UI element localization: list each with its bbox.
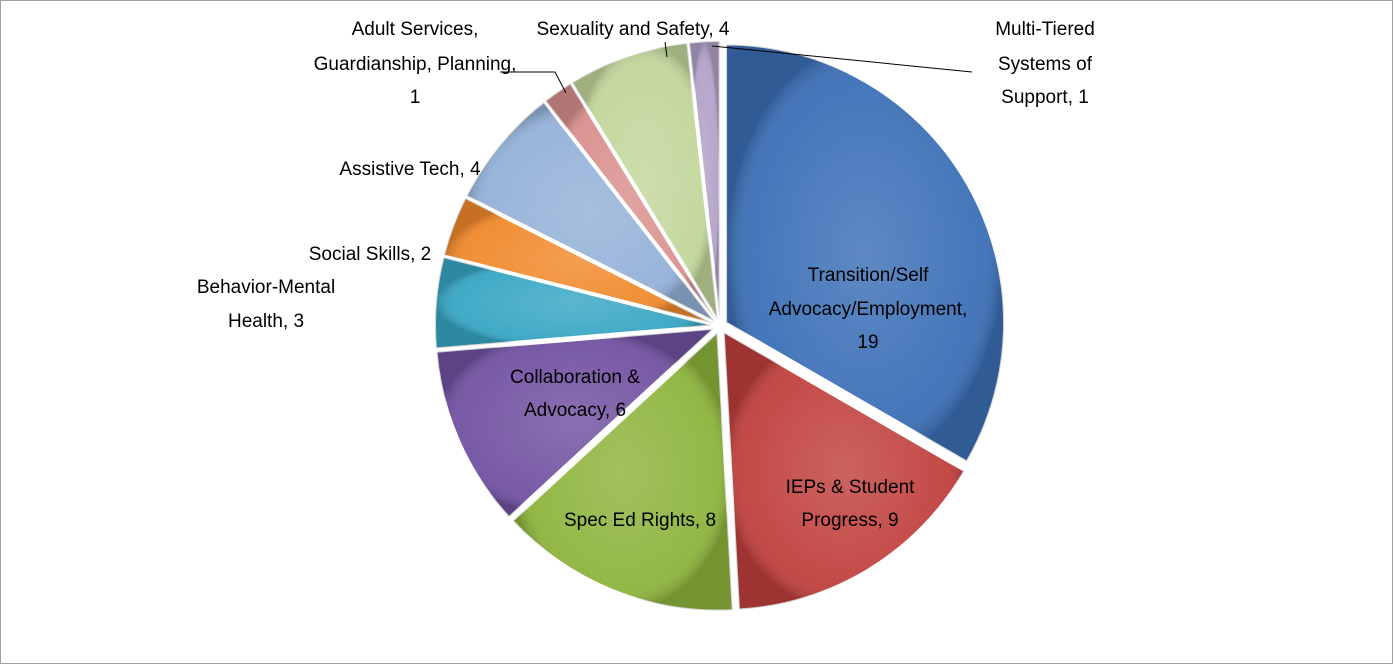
- leader-line: [711, 45, 973, 73]
- leader-line: [500, 71, 567, 94]
- data-label: Advocacy/Employment,: [769, 299, 968, 320]
- data-label: Multi-Tiered: [995, 19, 1095, 40]
- labels: Transition/Self Advocacy/Employment, 19 IEP…: [197, 19, 1095, 531]
- data-label: Collaboration &: [510, 367, 640, 388]
- data-label: Health, 3: [228, 311, 304, 332]
- data-label: Advocacy, 6: [524, 400, 626, 421]
- data-label: Progress, 9: [801, 510, 898, 531]
- data-label: Systems of: [998, 54, 1093, 75]
- data-label: Adult Services,: [352, 19, 479, 40]
- data-label: Assistive Tech, 4: [339, 159, 481, 180]
- data-label: Transition/Self: [808, 265, 929, 286]
- data-label: Guardianship, Planning,: [314, 54, 517, 75]
- data-label: Support, 1: [1001, 87, 1089, 108]
- data-label: Behavior-Mental: [197, 277, 335, 298]
- data-label: 1: [410, 87, 421, 108]
- data-label: 19: [857, 332, 878, 353]
- data-label: Sexuality and Safety, 4: [537, 19, 730, 40]
- data-label: Social Skills, 2: [309, 244, 432, 265]
- leader-line: [664, 41, 668, 58]
- data-label: Spec Ed Rights, 8: [564, 510, 716, 531]
- data-label: IEPs & Student: [786, 477, 916, 498]
